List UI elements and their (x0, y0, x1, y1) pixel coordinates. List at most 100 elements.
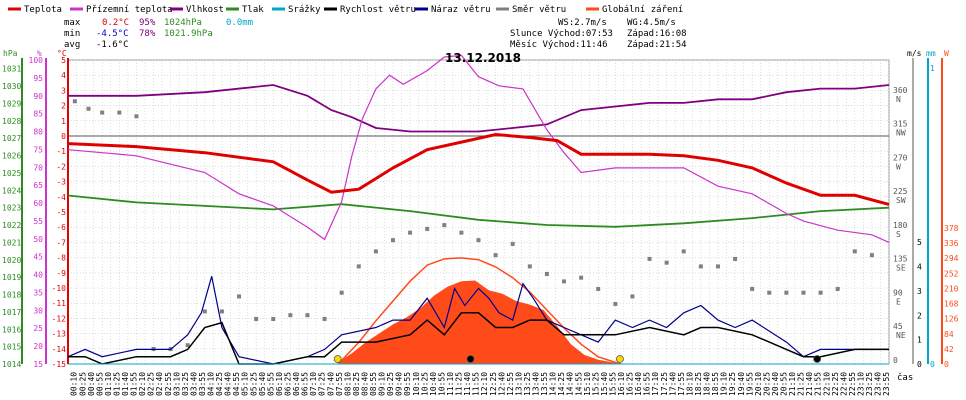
chart-title: 13.12.2018 (445, 51, 521, 65)
series-theoretical-radiation (337, 257, 621, 365)
x-tick: 23:25 (865, 372, 874, 396)
x-tick: 15:40 (600, 372, 609, 396)
x-tick: 10:25 (420, 372, 429, 396)
series-wind-direction-point (72, 99, 77, 104)
x-tick: 18:55 (711, 372, 720, 396)
x-tick: 20:10 (754, 372, 763, 396)
series-radiation-area (338, 280, 621, 364)
pct-tick: 55 (33, 217, 43, 226)
series-wind-direction-point (681, 249, 686, 254)
series-wind-direction-point (185, 343, 190, 348)
legend: Teplota Přízemní teplota Vlhkost Tlak Srážky… (8, 5, 683, 15)
mm-tick: 0 (930, 360, 935, 369)
wm2-tick: 210 (944, 284, 959, 293)
series-wind-direction-point (322, 316, 327, 321)
legend-label: Směr větru (512, 5, 566, 15)
degc-tick: -5 (56, 208, 66, 217)
wm2-tick: 336 (944, 239, 959, 248)
pct-tick: 60 (33, 199, 43, 208)
x-tick: 05:40 (258, 372, 267, 396)
legend-label: Rychlost větru (340, 5, 416, 15)
x-tick: 08:40 (360, 372, 369, 396)
series-wind-direction-point (305, 313, 310, 318)
pct-tick: 85 (33, 110, 43, 119)
series-wind-direction-point (271, 316, 276, 321)
hpa-tick: 1028 (2, 117, 21, 126)
dir-tick: 45 (893, 322, 903, 331)
hpa-tick: 1023 (2, 204, 21, 213)
x-tick: 11:55 (472, 372, 481, 396)
mm-tick: 1 (930, 64, 935, 73)
x-tick: 13:10 (514, 372, 523, 396)
dir-tick-compass: E (896, 297, 901, 306)
hpa-tick: 1017 (2, 308, 21, 317)
series-wind-direction-point (698, 264, 703, 269)
series-wind-direction-point (493, 253, 498, 258)
series-wind-direction-point (562, 279, 567, 284)
x-tick: 10:55 (437, 372, 446, 396)
series-wind-direction-point (818, 290, 823, 295)
hpa-tick: 1030 (2, 82, 21, 91)
hpa-tick: 1025 (2, 169, 21, 178)
hpa-tick: 1018 (2, 291, 21, 300)
degc-tick: 4 (61, 71, 66, 80)
series-layer (67, 54, 890, 365)
stat-max-label: max (64, 18, 81, 28)
x-tick: 02:40 (155, 372, 164, 396)
x-tick: 09:55 (403, 372, 412, 396)
pct-tick: 30 (33, 306, 43, 315)
x-tick: 00:40 (87, 372, 96, 396)
x-tick: 18:25 (694, 372, 703, 396)
series-wind-direction-point (476, 238, 481, 243)
x-tick: 08:10 (343, 372, 352, 396)
x-tick: 15:10 (583, 372, 592, 396)
x-tick: 07:55 (335, 372, 344, 396)
x-tick: 14:40 (566, 372, 575, 396)
degc-tick: -14 (52, 345, 67, 354)
x-tick: 01:55 (130, 372, 139, 396)
degc-tick: -11 (52, 299, 67, 308)
wm2-tick: 252 (944, 269, 959, 278)
series-wind-direction-point (390, 238, 395, 243)
marker-moonset (813, 355, 822, 363)
series-pressure (67, 194, 890, 228)
stat-max-hum: 95% (139, 18, 156, 28)
x-tick: 18:10 (685, 372, 694, 396)
x-tick: 12:55 (506, 372, 515, 396)
hpa-tick: 1019 (2, 273, 21, 282)
degc-tick: -6 (56, 223, 66, 232)
series-wind-direction-point (288, 313, 293, 318)
x-tick: 12:10 (480, 372, 489, 396)
x-tick: 05:55 (266, 372, 275, 396)
pct-tick: 95 (33, 74, 43, 83)
x-tick: 05:10 (241, 372, 250, 396)
x-tick: 09:10 (378, 372, 387, 396)
x-tick: 08:25 (352, 372, 361, 396)
x-tick: 22:55 (848, 372, 857, 396)
pct-tick: 15 (33, 360, 43, 369)
series-wind-direction-point (339, 290, 344, 295)
pct-tick: 75 (33, 145, 43, 154)
hpa-tick: 1026 (2, 152, 21, 161)
hpa-tick: 1015 (2, 343, 21, 352)
hpa-tick: 1021 (2, 238, 21, 247)
x-tick: 20:40 (771, 372, 780, 396)
x-tick: 08:55 (369, 372, 378, 396)
x-tick: 22:40 (839, 372, 848, 396)
series-wind-direction-point (219, 309, 224, 314)
wm2-tick: 42 (944, 345, 954, 354)
stat-min-hum: 78% (139, 29, 156, 39)
x-tick: 17:55 (677, 372, 686, 396)
stat-max-rain: 0.0mm (226, 18, 253, 28)
wm2-unit-label: W (944, 49, 949, 58)
x-tick: 06:55 (301, 372, 310, 396)
dir-tick-compass: SW (896, 196, 906, 205)
x-tick: 09:40 (395, 372, 404, 396)
wm2-tick: 84 (944, 330, 954, 339)
stat-max-press: 1024hPa (164, 18, 202, 28)
marker-sunrise (333, 355, 342, 363)
series-wind-direction-point (527, 264, 532, 269)
series-wind-direction-point (117, 110, 122, 115)
x-tick: 02:55 (164, 372, 173, 396)
